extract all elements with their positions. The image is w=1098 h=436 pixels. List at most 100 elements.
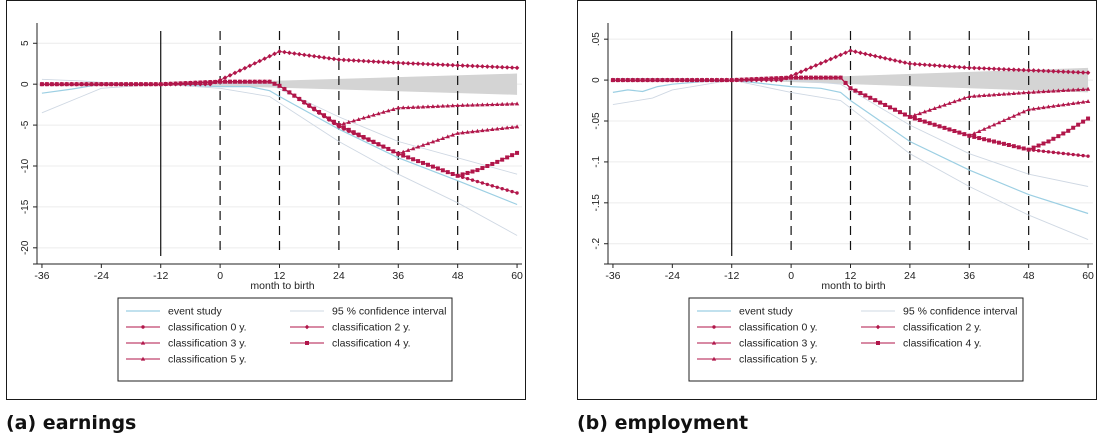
triangle-marker	[386, 146, 391, 151]
triangle-marker	[193, 80, 198, 85]
diamond-marker	[435, 62, 441, 67]
triangle-marker	[257, 79, 262, 84]
triangle-marker	[744, 77, 749, 82]
square-marker	[460, 172, 465, 177]
square-marker	[1016, 145, 1021, 150]
triangle-marker	[287, 90, 292, 94]
triangle-marker	[981, 126, 987, 131]
triangle-marker	[425, 141, 431, 146]
triangle-marker	[485, 102, 490, 107]
diamond-marker	[475, 63, 480, 69]
series-line	[612, 79, 1089, 215]
diamond-marker	[331, 56, 337, 62]
chart-frame: 5 0 -5 -10 -15 -20 -36 -24 -12 0 12 24 36 48 60 month t…	[6, 0, 526, 400]
legend-item: event study	[126, 306, 222, 318]
triangle-marker	[109, 81, 114, 86]
earnings-panel: 5 0 -5 -10 -15 -20 -36 -24 -12 0 12 24 36 48 60 month t…	[6, 0, 530, 436]
triangle-marker	[912, 112, 918, 117]
triangle-marker	[396, 105, 401, 110]
triangle-marker	[232, 79, 238, 84]
triangle-marker	[410, 146, 416, 151]
triangle-marker	[420, 142, 426, 147]
triangle-marker	[873, 97, 878, 102]
triangle-marker	[897, 109, 903, 114]
triangle-marker	[381, 109, 386, 114]
triangle-marker	[346, 127, 351, 132]
triangle-marker	[1080, 87, 1086, 91]
diamond-marker	[1006, 67, 1012, 72]
triangle-marker	[610, 77, 616, 82]
triangle-marker	[401, 105, 406, 110]
triangle-marker	[630, 77, 635, 82]
diamond-marker	[376, 59, 381, 65]
triangle-marker	[460, 130, 465, 135]
triangle-marker	[480, 102, 485, 107]
square-marker	[455, 173, 460, 178]
triangle-marker	[927, 107, 932, 112]
triangle-marker	[435, 137, 441, 142]
triangle-marker	[435, 103, 441, 108]
triangle-marker	[922, 119, 927, 124]
triangle-marker	[902, 112, 908, 117]
x-axis-label: month to birth	[250, 280, 314, 292]
triangle-marker	[64, 81, 69, 86]
triangle-marker	[991, 92, 997, 97]
diamond-marker	[848, 48, 853, 53]
triangle-marker	[793, 75, 799, 80]
triangle-marker	[798, 75, 804, 80]
square-marker	[445, 170, 450, 175]
triangle-marker	[991, 122, 997, 127]
triangle-marker	[877, 100, 883, 105]
circle-marker	[480, 181, 485, 185]
circle-marker	[490, 184, 495, 188]
series-line	[41, 78, 518, 175]
triangle-marker	[242, 79, 248, 84]
square-marker	[435, 166, 440, 171]
square-marker	[416, 159, 421, 164]
x-tick-label: 48	[452, 270, 464, 282]
triangle-marker	[237, 79, 243, 84]
triangle-marker	[470, 102, 475, 107]
triangle-marker	[321, 112, 327, 117]
triangle-marker	[381, 144, 386, 149]
triangle-marker	[173, 81, 178, 86]
triangle-marker	[282, 86, 287, 91]
diamond-marker	[311, 53, 317, 59]
triangle-marker	[495, 126, 500, 131]
triangle-marker	[937, 124, 942, 128]
triangle-marker	[59, 81, 64, 86]
triangle-marker	[331, 119, 337, 124]
diamond-marker	[991, 66, 997, 72]
triangle-marker	[709, 77, 715, 82]
triangle-marker	[788, 75, 794, 80]
circle-marker	[475, 179, 480, 184]
triangle-marker	[405, 105, 411, 110]
triangle-marker	[306, 103, 312, 108]
triangle-marker	[470, 129, 475, 134]
triangle-marker	[932, 122, 937, 127]
diamond-marker	[296, 51, 302, 57]
square-marker	[1056, 134, 1061, 139]
employment-chart: .05 0 -.05 -.1 -.15 -.2 -36 -24 -12 0 12 24 36 48 60 mo…	[591, 23, 1094, 382]
triangle-marker	[361, 115, 366, 120]
legend-label: classification 5 y.	[739, 354, 818, 366]
diamond-marker	[823, 58, 829, 64]
triangle-marker	[415, 104, 421, 109]
triangle-marker	[858, 90, 863, 95]
diamond-marker	[971, 65, 977, 71]
triangle-marker	[1021, 109, 1026, 114]
triangle-marker	[500, 101, 505, 106]
y-tick-label: 0	[20, 81, 31, 87]
triangle-marker	[996, 120, 1002, 125]
diamond-marker	[237, 68, 243, 73]
triangle-marker	[74, 81, 79, 86]
triangle-marker	[371, 139, 376, 144]
legend-item: classification 0 y.	[697, 322, 818, 334]
triangle-marker	[84, 81, 89, 86]
triangle-marker	[1031, 106, 1036, 111]
series-classification-5-y-	[39, 79, 520, 156]
square-marker	[1051, 136, 1056, 141]
triangle-marker	[1080, 99, 1086, 104]
triangle-marker	[509, 124, 515, 129]
triangle-marker	[504, 125, 510, 130]
